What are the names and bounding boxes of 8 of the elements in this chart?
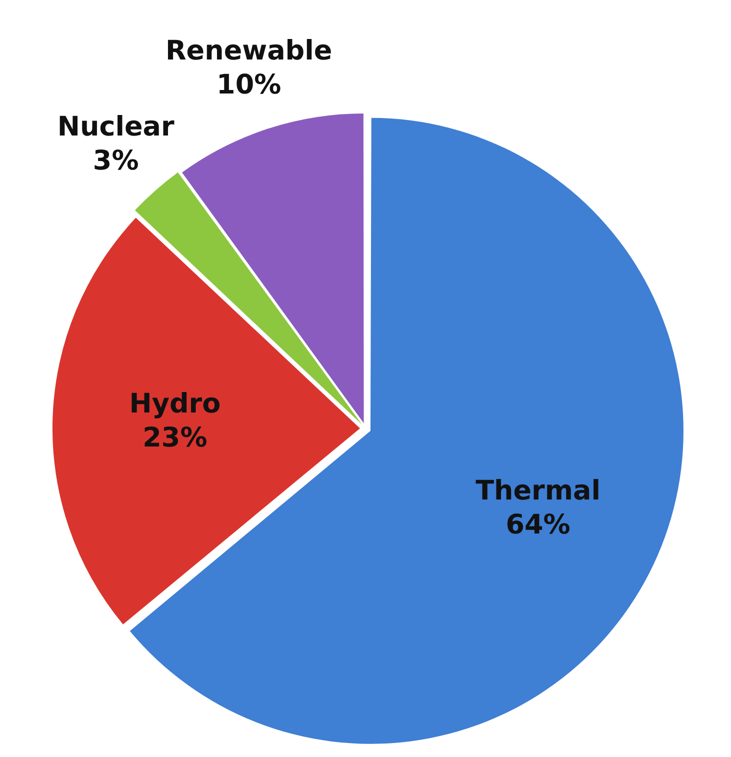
data-label: 10% xyxy=(216,69,282,100)
slice-label: Nuclear xyxy=(57,111,175,142)
data-label: 3% xyxy=(92,145,139,176)
slice-label: Thermal xyxy=(476,476,600,507)
data-label: 23% xyxy=(142,422,208,454)
data-label: 64% xyxy=(506,510,570,541)
slice-label: Hydro xyxy=(129,388,221,420)
slice-label: Renewable xyxy=(165,35,332,66)
